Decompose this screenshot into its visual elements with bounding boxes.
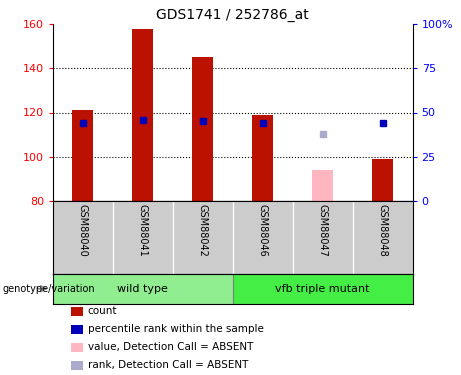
Bar	[312, 170, 333, 201]
Text: wild type: wild type	[118, 284, 168, 294]
Text: GSM88048: GSM88048	[378, 204, 388, 257]
Bar	[252, 115, 273, 201]
Text: GSM88046: GSM88046	[258, 204, 268, 257]
Text: GSM88047: GSM88047	[318, 204, 328, 257]
Text: rank, Detection Call = ABSENT: rank, Detection Call = ABSENT	[88, 360, 248, 370]
Bar	[72, 110, 94, 201]
Text: vfb triple mutant: vfb triple mutant	[276, 284, 370, 294]
Bar	[192, 57, 213, 201]
Text: GSM88041: GSM88041	[138, 204, 148, 257]
Bar	[372, 159, 393, 201]
Text: value, Detection Call = ABSENT: value, Detection Call = ABSENT	[88, 342, 253, 352]
Title: GDS1741 / 252786_at: GDS1741 / 252786_at	[156, 8, 309, 22]
Text: count: count	[88, 306, 117, 316]
Bar	[132, 29, 154, 201]
Text: genotype/variation: genotype/variation	[2, 284, 95, 294]
Text: GSM88042: GSM88042	[198, 204, 208, 257]
Text: GSM88040: GSM88040	[78, 204, 88, 257]
Bar	[53, 274, 233, 304]
Bar	[233, 274, 413, 304]
Text: percentile rank within the sample: percentile rank within the sample	[88, 324, 264, 334]
